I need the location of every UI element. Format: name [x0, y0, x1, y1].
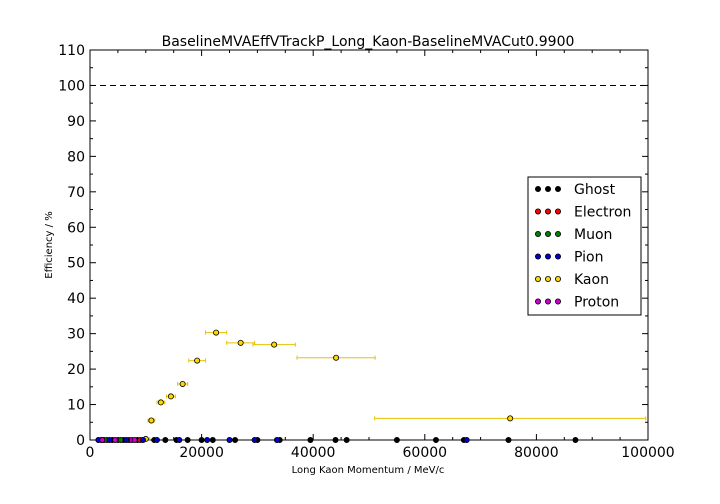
y-tick-label: 60 — [67, 220, 85, 236]
legend: Ghost Electron Muon Pion Kaon Proton — [527, 176, 642, 316]
ghost-point — [184, 436, 191, 443]
y-tick-label: 50 — [67, 256, 85, 272]
kaon-point — [148, 417, 155, 424]
kaon-point — [271, 341, 278, 348]
x-tick-label: 40000 — [291, 445, 336, 461]
proton-legend-marker — [535, 298, 542, 305]
kaon-point — [194, 357, 201, 364]
pion-point — [204, 436, 211, 443]
legend-label-proton: Proton — [574, 295, 619, 311]
electron-legend-marker — [545, 208, 552, 215]
x-axis-label: Long Kaon Momentum / MeV/c — [292, 465, 445, 476]
ghost-point — [307, 436, 314, 443]
pion-legend-marker — [545, 253, 552, 260]
y-tick-label: 90 — [67, 114, 85, 130]
proton-legend-marker — [555, 298, 562, 305]
pion-legend-marker — [535, 253, 542, 260]
pion-point — [140, 436, 147, 443]
kaon-point — [237, 339, 244, 346]
ghost-point — [162, 436, 169, 443]
legend-label-ghost: Ghost — [574, 182, 616, 198]
kaon-point — [333, 354, 340, 361]
pion-point — [176, 436, 183, 443]
muon-legend-marker — [535, 230, 542, 237]
legend-label-pion: Pion — [574, 250, 603, 266]
kaon-point — [157, 399, 164, 406]
pion-point — [106, 436, 113, 443]
plot-area: 0 20000 40000 60000 80000 100000 0 10 20 30 40 50 60… — [58, 43, 674, 461]
ghost-legend-marker — [555, 185, 562, 192]
ghost-point — [393, 436, 400, 443]
x-tick-label: 100000 — [621, 445, 674, 461]
ghost-legend-marker — [535, 185, 542, 192]
ghost-point — [209, 436, 216, 443]
legend-label-kaon: Kaon — [574, 272, 609, 288]
pion-point — [463, 436, 470, 443]
y-tick-label: 70 — [67, 185, 85, 201]
ghost-point — [343, 436, 350, 443]
pion-point — [273, 436, 280, 443]
legend-label-muon: Muon — [574, 227, 612, 243]
y-axis-label: Efficiency / % — [44, 211, 55, 278]
proton-point — [112, 436, 119, 443]
y-tick-label: 110 — [58, 43, 85, 59]
proton-point — [99, 436, 106, 443]
y-tick-label: 10 — [67, 398, 85, 414]
muon-legend-marker — [555, 230, 562, 237]
kaon-point — [167, 393, 174, 400]
x-tick-label: 20000 — [179, 445, 224, 461]
ghost-legend-marker — [545, 185, 552, 192]
ghost-point — [332, 436, 339, 443]
kaon-legend-marker — [545, 275, 552, 282]
ghost-point — [232, 436, 239, 443]
legend-box — [527, 176, 642, 316]
y-tick-label: 100 — [58, 78, 85, 94]
x-tick-label: 0 — [86, 445, 95, 461]
muon-legend-marker — [545, 230, 552, 237]
y-tick-label: 0 — [76, 433, 85, 449]
proton-point — [131, 436, 138, 443]
x-tick-label: 80000 — [514, 445, 559, 461]
y-tick-label: 40 — [67, 291, 85, 307]
pion-point — [153, 436, 160, 443]
kaon-point — [507, 415, 514, 422]
pion-point — [251, 436, 258, 443]
pion-point — [123, 436, 130, 443]
electron-legend-marker — [535, 208, 542, 215]
electron-legend-marker — [555, 208, 562, 215]
kaon-legend-marker — [535, 275, 542, 282]
ghost-point — [572, 436, 579, 443]
proton-legend-marker — [545, 298, 552, 305]
legend-label-electron: Electron — [574, 205, 631, 221]
y-tick-label: 20 — [67, 362, 85, 378]
muon-point — [117, 436, 124, 443]
kaon-legend-marker — [555, 275, 562, 282]
ghost-point — [432, 436, 439, 443]
ghost-point — [505, 436, 512, 443]
ghost-point — [198, 436, 205, 443]
kaon-point — [213, 329, 220, 336]
pion-point — [226, 436, 233, 443]
chart-title: BaselineMVAEffVTrackP_Long_Kaon-Baseline… — [162, 34, 575, 50]
kaon-point — [179, 380, 186, 387]
pion-legend-marker — [555, 253, 562, 260]
x-tick-label: 60000 — [403, 445, 448, 461]
y-tick-label: 30 — [67, 327, 85, 343]
y-tick-label: 80 — [67, 149, 85, 165]
